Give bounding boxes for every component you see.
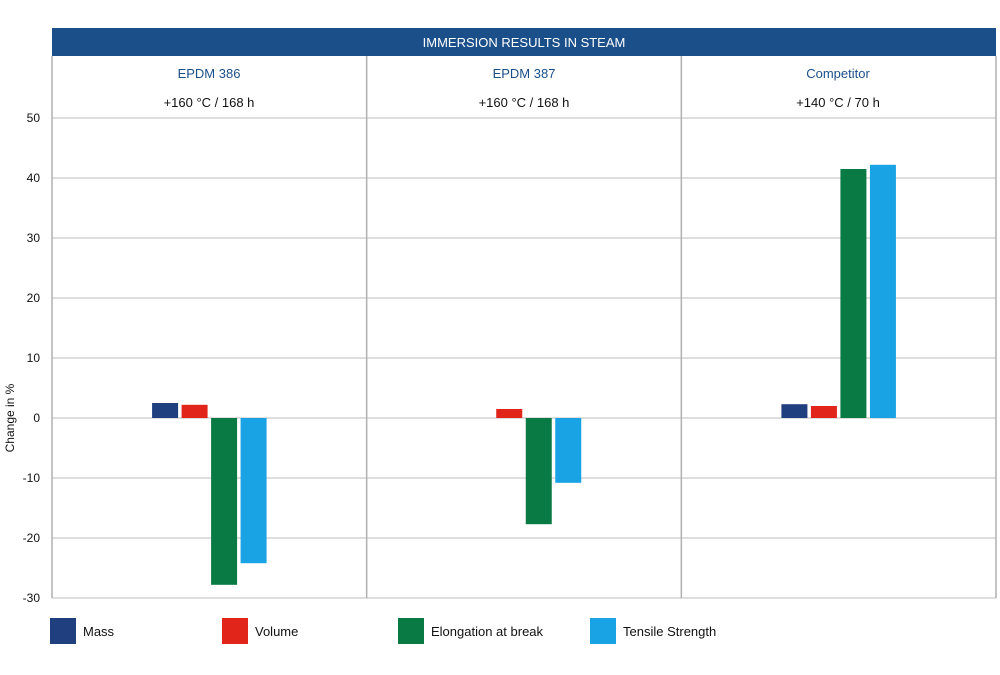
y-tick-label: 10 [27, 351, 41, 365]
bar-competitor-tensile-strength [869, 164, 896, 418]
bar-competitor-mass [781, 404, 808, 418]
y-tick-label: 0 [33, 411, 40, 425]
category-label-epdm-387: EPDM 387 [493, 66, 556, 81]
legend-swatch-elongation-at-break [398, 618, 424, 644]
y-tick-label: 20 [27, 291, 41, 305]
legend-label-volume: Volume [255, 624, 298, 639]
y-tick-label: -10 [23, 471, 41, 485]
legend-label-tensile-strength: Tensile Strength [623, 624, 716, 639]
condition-label-epdm-386: +160 °C / 168 h [164, 95, 255, 110]
bar-epdm-387-tensile-strength [555, 418, 582, 483]
category-label-epdm-386: EPDM 386 [178, 66, 241, 81]
bar-epdm-387-elongation-at-break [525, 418, 552, 525]
grid-layer: 50 40 30 20 10 0 -10 -20 -30 [23, 56, 997, 605]
legend-swatch-tensile-strength [590, 618, 616, 644]
bar-layer [152, 164, 896, 585]
y-tick-label: -20 [23, 531, 41, 545]
condition-label-epdm-387: +160 °C / 168 h [479, 95, 570, 110]
bar-epdm-386-tensile-strength [240, 418, 267, 564]
title-band [52, 28, 996, 56]
category-label-competitor: Competitor [806, 66, 870, 81]
y-tick-label: 30 [27, 231, 41, 245]
y-tick-label: 40 [27, 171, 41, 185]
legend: Mass Volume Elongation at break Tensile Str… [50, 618, 716, 644]
bar-competitor-elongation-at-break [840, 169, 867, 418]
legend-swatch-mass [50, 618, 76, 644]
legend-label-elongation-at-break: Elongation at break [431, 624, 544, 639]
condition-label-competitor: +140 °C / 70 h [796, 95, 880, 110]
chart-title: IMMERSION RESULTS IN STEAM [423, 35, 626, 50]
bar-epdm-386-volume [181, 404, 208, 418]
bar-competitor-volume [810, 406, 837, 418]
y-tick-label: 50 [27, 111, 41, 125]
y-axis-label: Change in % [3, 383, 17, 452]
bar-epdm-387-volume [496, 409, 523, 418]
legend-swatch-volume [222, 618, 248, 644]
bar-epdm-386-mass [152, 403, 179, 418]
y-tick-label: -30 [23, 591, 41, 605]
legend-label-mass: Mass [83, 624, 115, 639]
bar-epdm-386-elongation-at-break [211, 418, 238, 585]
